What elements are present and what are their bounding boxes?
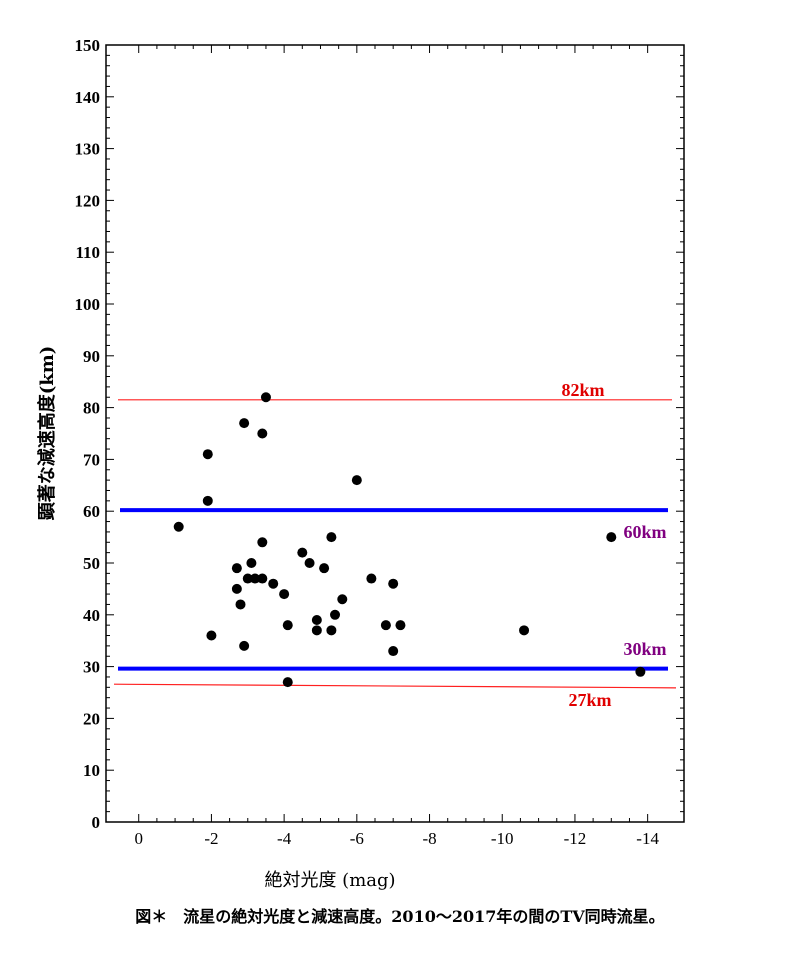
data-point (246, 558, 257, 568)
data-point (395, 620, 406, 631)
y-tick-label: 80 (83, 399, 100, 418)
data-point (239, 640, 250, 651)
data-point (282, 620, 293, 631)
data-point (326, 625, 337, 636)
x-tick-label: -4 (277, 829, 292, 848)
y-tick-label: 120 (75, 191, 101, 210)
y-tick-label: 40 (83, 606, 100, 625)
x-tick-label: 0 (134, 829, 143, 848)
y-tick-label: 50 (83, 554, 100, 573)
y-tick-label: 100 (75, 295, 101, 314)
x-tick-label: -10 (491, 829, 514, 848)
reference-line (113, 683, 677, 689)
x-tick-label: -12 (564, 829, 587, 848)
scatter-chart: 0 10 20 30 40 50 60 70 80 90 100 110 120 130 140 150 0 -2… (36, 36, 685, 891)
axes: 0 10 20 30 40 50 60 70 80 90 100 110 120 130 140 150 0 -2… (75, 36, 685, 848)
y-tick-label: 110 (75, 243, 100, 262)
y-tick-label: 60 (83, 502, 100, 521)
data-point (257, 428, 268, 439)
data-point (239, 418, 250, 429)
y-tick-label: 20 (83, 709, 100, 728)
data-point (319, 563, 330, 574)
reference-line-label: 27km (568, 690, 611, 710)
data-point (304, 558, 315, 568)
data-point (206, 630, 217, 641)
data-point (231, 583, 242, 594)
data-points (173, 392, 646, 688)
x-tick-label: -14 (636, 829, 659, 848)
y-tick-label: 140 (75, 88, 101, 107)
x-tick-label: -2 (204, 829, 218, 848)
data-point (257, 537, 268, 548)
data-point (351, 475, 362, 486)
y-tick-label: 10 (83, 761, 100, 780)
data-point (260, 392, 271, 403)
data-point (250, 573, 261, 584)
y-tick-label: 0 (92, 813, 101, 832)
data-point (388, 646, 399, 657)
data-point (202, 495, 213, 506)
data-point (173, 521, 184, 532)
reference-line-label: 30km (623, 639, 666, 659)
y-tick-label: 70 (83, 450, 100, 469)
data-point (380, 620, 391, 631)
y-axis-label: 顕著な減速高度(km) (36, 346, 58, 521)
data-point (519, 625, 530, 636)
data-point (388, 578, 399, 589)
y-tick-label: 130 (75, 140, 101, 159)
data-point (235, 599, 246, 610)
reference-line-label: 60km (623, 522, 666, 542)
y-tick-label: 150 (75, 36, 101, 55)
data-point (366, 573, 377, 584)
data-point (242, 573, 253, 584)
y-tick-label: 30 (83, 658, 100, 677)
data-point (330, 609, 341, 620)
x-tick-label: -6 (350, 829, 364, 848)
x-tick-label: -8 (422, 829, 436, 848)
data-point (606, 532, 617, 543)
figure-caption: 図＊ 流星の絶対光度と減速高度。2010〜2017年の間のTV同時流星。 (135, 907, 665, 926)
x-axis-label: 絶対光度 (mag) (264, 870, 395, 891)
y-tick-label: 90 (83, 347, 100, 366)
data-point (297, 547, 308, 558)
data-point (326, 532, 337, 543)
data-point (257, 573, 268, 584)
data-point (282, 677, 293, 688)
plot-frame (105, 44, 685, 823)
data-point (279, 589, 290, 600)
data-point (231, 563, 242, 574)
reference-lines: 82km 60km 30km 27km (113, 380, 677, 710)
data-point (311, 614, 322, 625)
reference-line-label: 82km (561, 380, 604, 400)
data-point (635, 666, 646, 677)
data-point (268, 578, 279, 589)
data-point (202, 449, 213, 460)
data-point (311, 625, 322, 636)
data-point (337, 594, 348, 605)
